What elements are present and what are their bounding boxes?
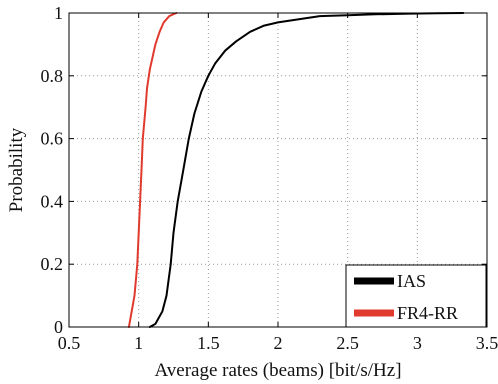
y-tick-label: 0.6 [41, 129, 64, 149]
y-tick-label: 1 [54, 3, 63, 23]
legend-box [345, 264, 487, 328]
x-tick-label: 0.5 [58, 333, 81, 353]
y-tick-label: 0 [54, 317, 63, 337]
y-tick-label: 0.2 [41, 254, 64, 274]
x-tick-labels: 0.5 1 1.5 2 2.5 3 3.5 [58, 333, 498, 353]
x-tick-label: 2 [274, 333, 283, 353]
y-axis-title: Probability [6, 127, 27, 212]
x-tick-label: 1 [134, 333, 143, 353]
legend-label-fr4-rr: FR4-RR [397, 303, 458, 323]
y-tick-label: 0.4 [41, 191, 64, 211]
grid-lines [69, 13, 487, 327]
series-line-fr4-rr [127, 12, 178, 328]
x-tick-label: 3.5 [476, 333, 498, 353]
y-tick-label: 0.8 [41, 66, 64, 86]
x-tick-label: 1.5 [197, 333, 220, 353]
legend: IAS FR4-RR [345, 264, 487, 328]
x-axis-title: Average rates (beams) [bit/s/Hz] [154, 360, 401, 381]
x-tick-label: 2.5 [336, 333, 359, 353]
x-tick-label: 3 [413, 333, 422, 353]
y-tick-labels: 0 0.2 0.4 0.6 0.8 1 [41, 3, 64, 337]
legend-label-ias: IAS [397, 271, 426, 291]
